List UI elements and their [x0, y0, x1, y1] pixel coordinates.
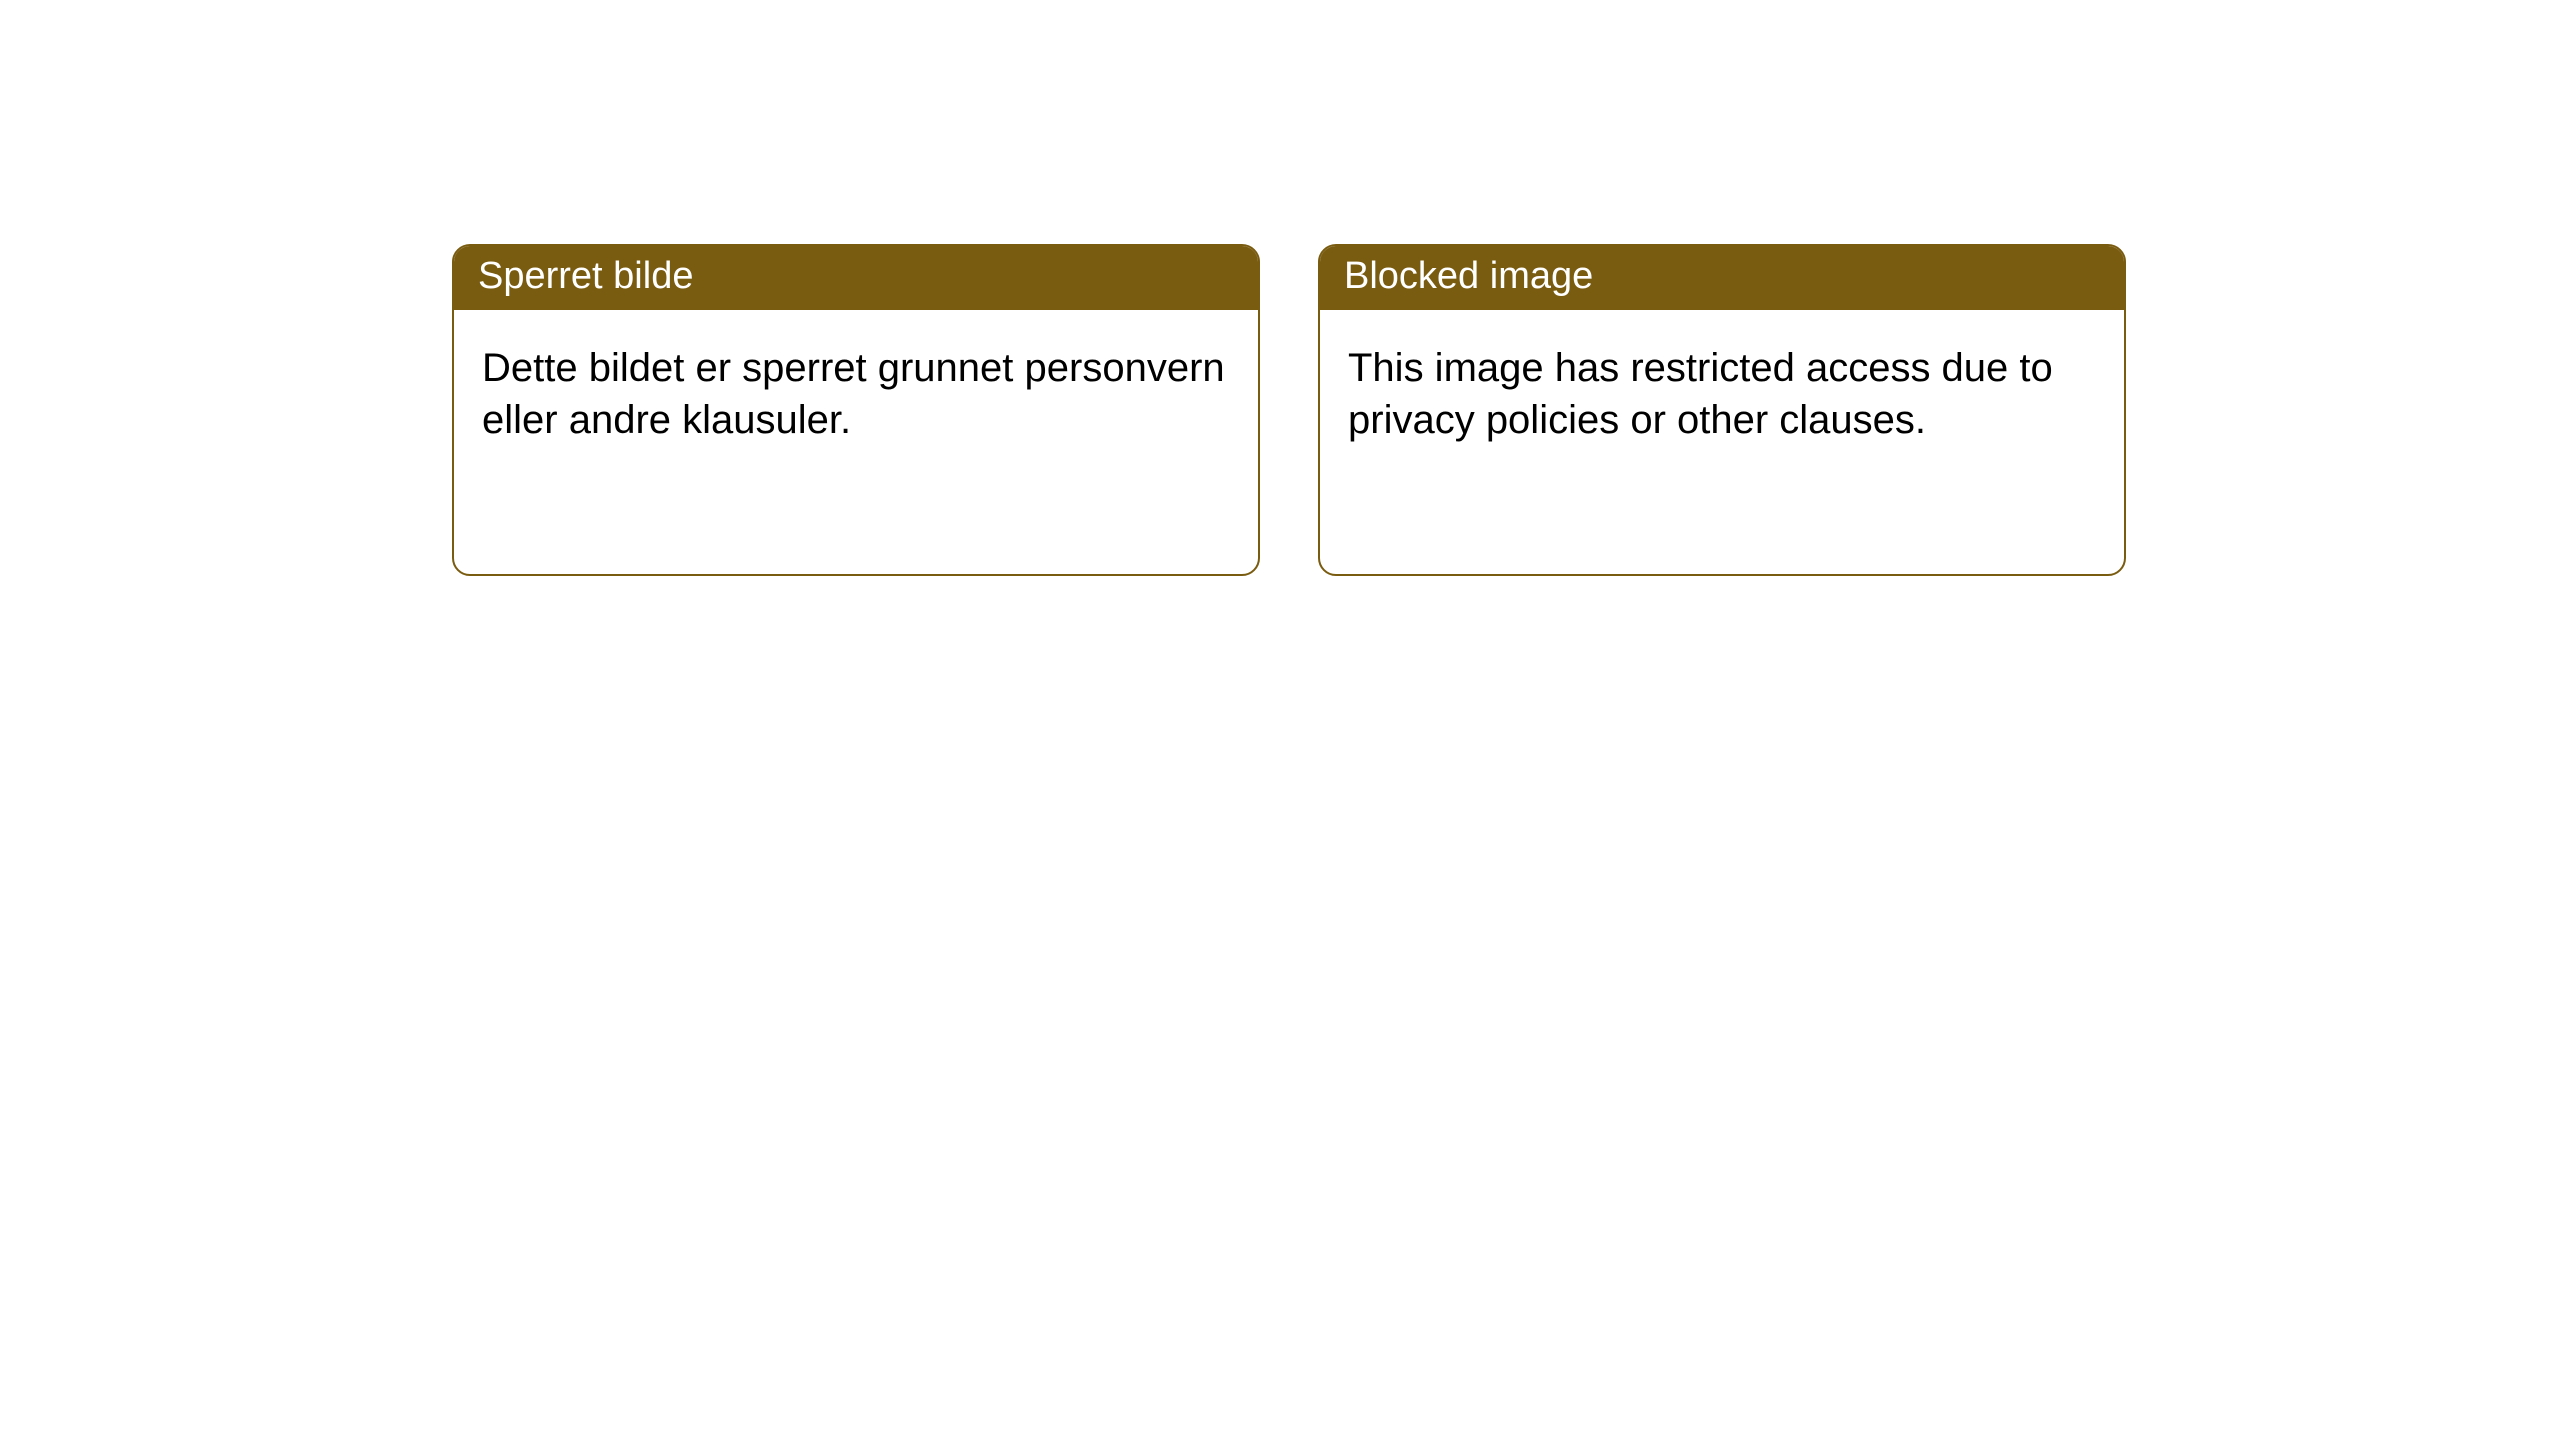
notice-title: Sperret bilde — [454, 246, 1258, 310]
notice-title: Blocked image — [1320, 246, 2124, 310]
notice-card-english: Blocked image This image has restricted … — [1318, 244, 2126, 576]
notice-card-norwegian: Sperret bilde Dette bildet er sperret gr… — [452, 244, 1260, 576]
notice-message: This image has restricted access due to … — [1320, 310, 2124, 478]
notice-container: Sperret bilde Dette bildet er sperret gr… — [0, 0, 2560, 576]
notice-message: Dette bildet er sperret grunnet personve… — [454, 310, 1258, 478]
